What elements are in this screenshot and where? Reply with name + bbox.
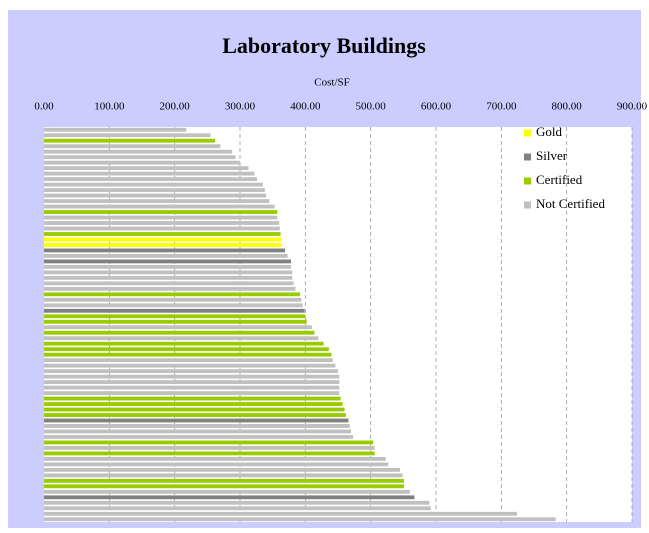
bar <box>44 391 340 395</box>
bar <box>44 243 282 247</box>
bar <box>44 402 343 406</box>
bar <box>44 341 324 346</box>
x-tick-label: 500.00 <box>356 101 387 113</box>
bar <box>44 429 352 434</box>
legend-label: Gold <box>536 124 563 139</box>
x-tick-label: 600.00 <box>421 101 452 113</box>
bar <box>44 199 270 203</box>
bar <box>44 511 518 516</box>
x-tick-label: 200.00 <box>160 101 191 113</box>
bar <box>44 363 336 368</box>
bar <box>44 144 221 149</box>
bar <box>44 484 404 489</box>
bar <box>44 166 249 171</box>
bar <box>44 489 410 494</box>
legend-swatch <box>524 177 531 185</box>
bar <box>44 160 240 165</box>
bar <box>44 435 354 439</box>
bar <box>44 314 306 319</box>
x-tick-label: 300.00 <box>225 101 256 113</box>
bar <box>44 446 375 450</box>
bar <box>44 270 293 275</box>
bar <box>44 325 312 330</box>
bar <box>44 396 341 401</box>
bar <box>44 385 340 390</box>
x-tick-label: 100.00 <box>94 101 125 113</box>
bar <box>44 182 263 187</box>
bar <box>44 308 305 313</box>
bar <box>44 369 338 374</box>
bar <box>44 275 293 280</box>
chart-title: Laboratory Buildings <box>222 33 426 58</box>
bar <box>44 456 386 461</box>
bar <box>44 347 329 352</box>
bar <box>44 451 375 456</box>
bar <box>44 226 280 231</box>
x-tick-label: 900.00 <box>617 101 648 113</box>
x-tick-label: 700.00 <box>486 101 517 113</box>
x-tick-label: 0.00 <box>34 101 54 113</box>
legend-label: Silver <box>536 148 568 163</box>
bar <box>44 330 315 335</box>
plot-area <box>44 127 632 522</box>
bar <box>44 506 431 511</box>
bar <box>44 517 556 522</box>
bar <box>44 319 307 324</box>
bar <box>44 264 291 269</box>
bar <box>44 478 404 483</box>
legend-swatch <box>524 153 531 161</box>
bar <box>44 193 267 198</box>
bar <box>44 248 286 253</box>
bar <box>44 413 346 417</box>
bar <box>44 281 294 286</box>
bar <box>44 204 275 209</box>
bar <box>44 171 255 176</box>
bar <box>44 352 332 357</box>
bar <box>44 462 389 467</box>
bar <box>44 467 401 472</box>
bar <box>44 215 278 220</box>
bar <box>44 210 278 214</box>
bar <box>44 407 345 412</box>
legend-label: Not Certified <box>536 196 605 211</box>
bar <box>44 286 296 291</box>
bar <box>44 374 340 379</box>
bar <box>44 188 265 193</box>
bar <box>44 292 301 297</box>
bar <box>44 418 349 423</box>
bar <box>44 133 211 138</box>
legend-swatch <box>524 201 531 209</box>
bar <box>44 297 302 302</box>
bar <box>44 495 415 500</box>
bar <box>44 237 282 242</box>
bar <box>44 138 216 143</box>
bar <box>44 336 319 341</box>
bar <box>44 149 233 154</box>
bar <box>44 380 340 385</box>
bar <box>44 358 333 363</box>
bar <box>44 500 430 505</box>
bar <box>44 424 350 428</box>
bar <box>44 155 236 160</box>
bar <box>44 254 288 258</box>
bar <box>44 259 291 264</box>
bar <box>44 303 303 308</box>
bar <box>44 177 257 182</box>
bar <box>44 127 187 132</box>
bar <box>44 232 281 236</box>
legend-swatch <box>524 129 531 137</box>
x-tick-label: 800.00 <box>552 101 583 113</box>
bar <box>44 473 403 478</box>
bar <box>44 440 374 445</box>
legend-label: Certified <box>536 172 583 187</box>
bar <box>44 221 280 225</box>
axis-title: Cost/SF <box>314 77 349 89</box>
x-tick-label: 400.00 <box>290 101 321 113</box>
